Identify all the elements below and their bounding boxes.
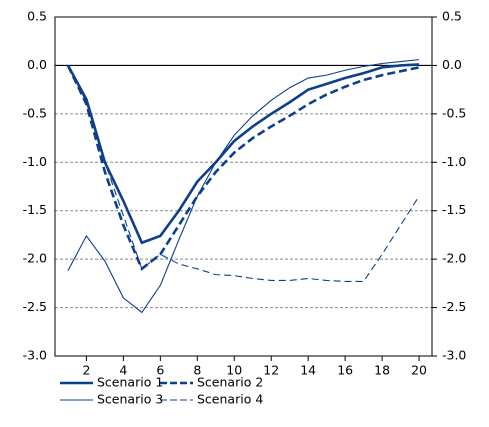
y2-tick-label: 0.5 xyxy=(442,9,462,24)
y-tick-label: -1.5 xyxy=(23,202,47,217)
x-tick-label: 12 xyxy=(263,363,279,378)
x-tick-label: 20 xyxy=(411,363,427,378)
y-tick-label: -2.0 xyxy=(23,251,47,266)
legend-label: Scenario 1 xyxy=(97,375,163,390)
y-tick-label: -2.5 xyxy=(23,299,47,314)
x-tick-label: 10 xyxy=(226,363,242,378)
legend-label: Scenario 4 xyxy=(197,392,263,407)
y-tick-label: -0.5 xyxy=(23,105,47,120)
series-line xyxy=(67,65,420,282)
y2-tick-label: -1.5 xyxy=(442,202,466,217)
y-tick-label: -3.0 xyxy=(23,348,47,363)
y2-tick-label: -2.0 xyxy=(442,251,466,266)
legend-label: Scenario 3 xyxy=(97,392,163,407)
y2-tick-label: 0.0 xyxy=(442,57,462,72)
y2-tick-label: -3.0 xyxy=(442,348,466,363)
x-tick-label: 8 xyxy=(193,363,201,378)
x-tick-label: 6 xyxy=(156,363,164,378)
y-tick-label: 0.0 xyxy=(27,57,47,72)
x-tick-label: 16 xyxy=(337,363,353,378)
series-line xyxy=(67,59,420,314)
x-tick-label: 4 xyxy=(119,363,127,378)
series-line xyxy=(66,64,420,271)
x-tick-label: 18 xyxy=(374,363,390,378)
y-tick-label: 0.5 xyxy=(27,9,47,24)
x-tick-label: 14 xyxy=(300,363,316,378)
x-tick-label: 2 xyxy=(82,363,90,378)
plot-frame xyxy=(54,16,433,357)
legend-label: Scenario 2 xyxy=(197,375,263,390)
y2-tick-label: -1.0 xyxy=(442,154,466,169)
y-tick-label: -1.0 xyxy=(23,154,47,169)
y2-tick-label: -0.5 xyxy=(442,105,466,120)
series-line xyxy=(66,63,420,245)
y2-tick-label: -2.5 xyxy=(442,299,466,314)
